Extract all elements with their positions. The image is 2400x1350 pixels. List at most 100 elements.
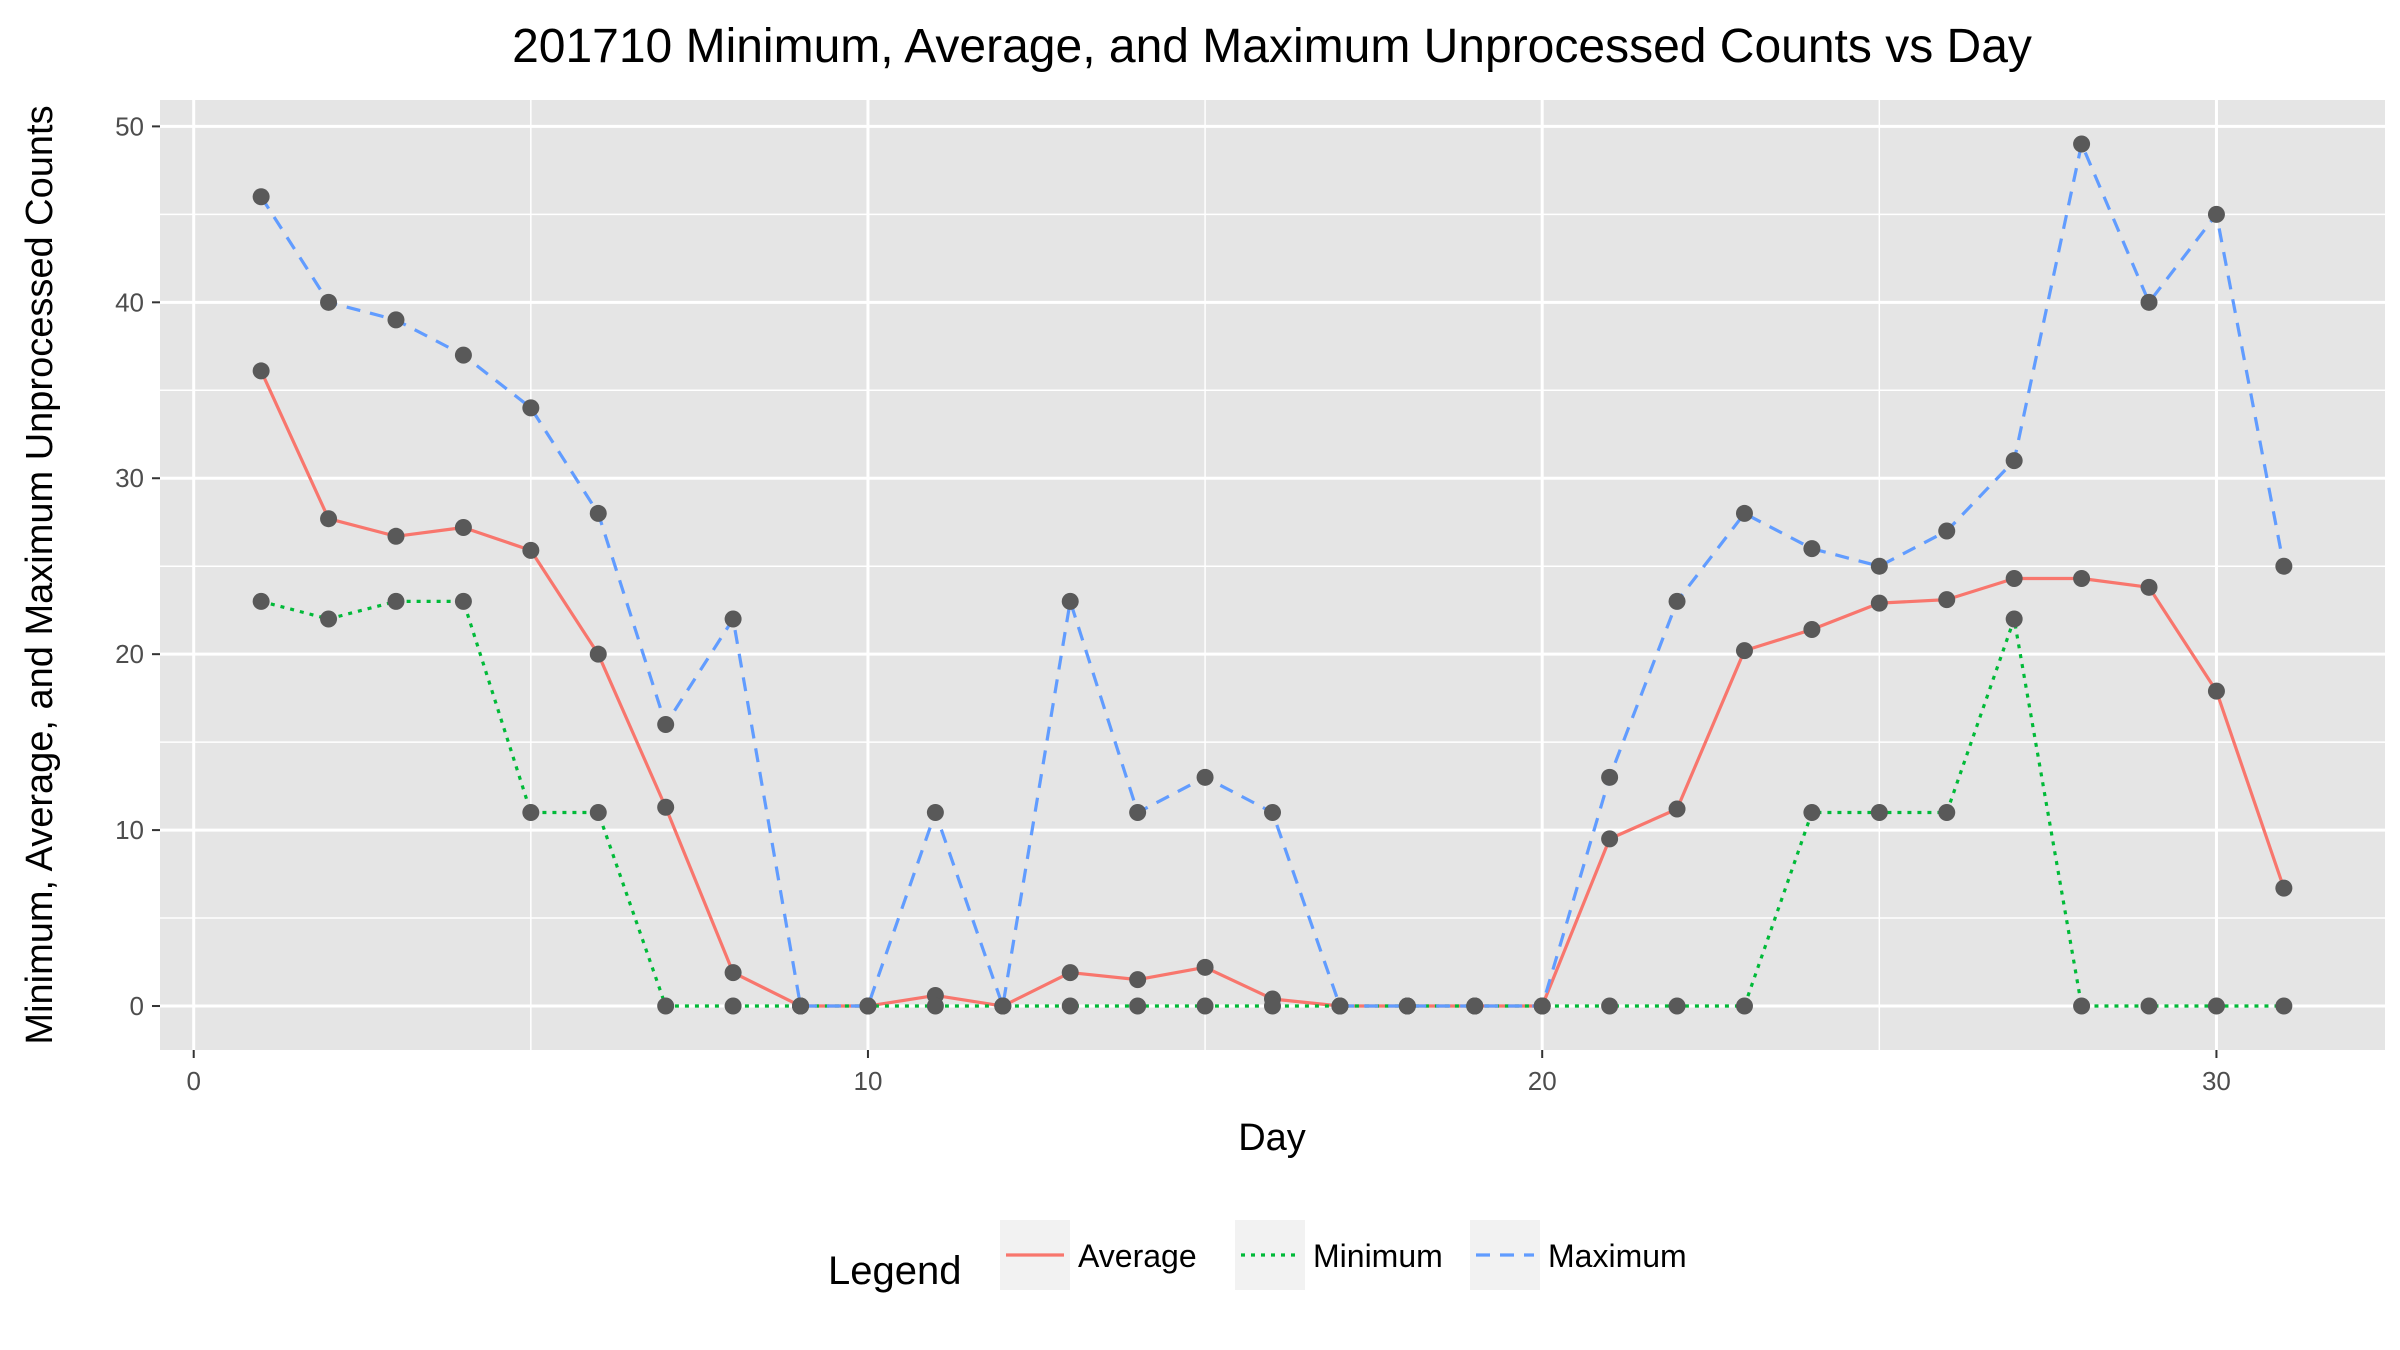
x-axis: 0 10 20 30 [186,1050,2231,1096]
data-point-minimum [1601,997,1619,1015]
data-point-average [1129,971,1147,989]
plot-panel [160,100,2385,1050]
data-point-maximum [1803,540,1821,558]
data-point-average [657,798,675,816]
data-point-minimum [1870,804,1888,821]
data-point-minimum [2140,997,2158,1015]
data-point-minimum [2005,610,2023,628]
y-tick-label: 10 [115,815,144,845]
data-point-minimum [1735,997,1753,1015]
data-point-minimum [2073,997,2091,1015]
data-point-average [1196,958,1214,976]
data-point-maximum [1331,997,1349,1015]
legend-label-average: Average [1078,1238,1197,1274]
y-tick-label: 50 [115,111,144,141]
data-point-maximum [2275,557,2293,575]
data-point-maximum [1196,768,1214,786]
data-point-maximum [657,716,675,734]
data-point-minimum [657,997,675,1015]
data-point-minimum [2207,997,2225,1015]
y-axis-label: Minimum, Average, and Maximum Unprocesse… [19,105,61,1044]
y-tick-label: 40 [115,287,144,317]
data-point-minimum [252,592,270,610]
data-point-minimum [1264,997,1281,1015]
data-point-maximum [2140,293,2158,311]
data-point-maximum [1601,768,1619,786]
data-point-maximum [1533,997,1551,1015]
data-point-minimum [522,804,540,821]
data-point-maximum [320,293,338,311]
y-tick-label: 30 [115,463,144,493]
data-point-minimum [1803,804,1821,821]
data-point-minimum [454,592,472,610]
data-point-maximum [1735,504,1753,522]
x-tick-label: 10 [853,1066,882,1096]
data-point-minimum [1668,997,1686,1015]
data-point-minimum [1196,997,1214,1015]
data-point-average [1870,594,1888,612]
data-point-maximum [2207,205,2225,223]
data-point-average [724,964,742,982]
x-tick-label: 0 [186,1066,200,1096]
data-point-maximum [2005,452,2023,470]
data-point-average [454,519,472,536]
data-point-minimum [926,997,944,1015]
data-point-minimum [589,804,607,821]
data-point-minimum [1129,997,1147,1015]
data-point-minimum [1938,804,1956,821]
data-point-average [1061,964,1079,982]
data-point-maximum [252,188,270,206]
data-point-average [589,645,607,663]
data-point-maximum [724,610,742,628]
data-point-maximum [1668,592,1686,610]
data-point-average [1735,642,1753,660]
y-axis: 0 10 20 30 40 50 [115,111,160,1021]
data-point-average [1668,800,1686,818]
x-tick-label: 20 [1528,1066,1557,1096]
data-point-maximum [792,997,810,1015]
data-point-average [387,527,405,545]
data-point-minimum [2275,997,2293,1015]
data-point-average [1601,830,1619,848]
data-point-maximum [454,346,472,364]
data-point-maximum [859,997,877,1015]
data-point-maximum [1264,804,1281,821]
data-point-minimum [387,592,405,610]
data-point-average [2005,570,2023,588]
data-point-maximum [1938,522,1956,540]
data-point-maximum [387,311,405,329]
data-point-maximum [1466,997,1484,1015]
data-point-average [2275,879,2293,897]
legend: Legend Average Minimum Maximum [828,1220,1687,1293]
data-point-maximum [589,504,607,522]
data-point-average [2207,682,2225,700]
y-tick-label: 20 [115,639,144,669]
legend-title: Legend [828,1249,961,1293]
legend-label-minimum: Minimum [1313,1238,1443,1274]
grid-minor [160,100,2385,1050]
data-point-maximum [1870,557,1888,575]
data-point-maximum [1398,997,1416,1015]
data-point-maximum [522,399,540,417]
chart-title: 201710 Minimum, Average, and Maximum Unp… [512,20,2032,73]
data-point-maximum [2073,135,2091,153]
data-point-maximum [994,997,1012,1015]
data-point-minimum [320,610,338,628]
data-point-average [1938,591,1956,609]
data-point-average [522,541,540,559]
data-point-average [2073,570,2091,588]
y-tick-label: 0 [130,991,144,1021]
data-point-maximum [926,804,944,821]
data-point-average [252,362,270,380]
data-point-average [2140,578,2158,596]
x-tick-label: 30 [2202,1066,2231,1096]
data-point-maximum [1061,592,1079,610]
x-axis-label: Day [1238,1117,1306,1159]
data-point-minimum [1061,997,1079,1015]
data-points [252,135,2293,1015]
data-point-minimum [724,997,742,1015]
data-point-average [1803,621,1821,639]
legend-label-maximum: Maximum [1548,1238,1687,1274]
data-point-average [320,510,338,528]
